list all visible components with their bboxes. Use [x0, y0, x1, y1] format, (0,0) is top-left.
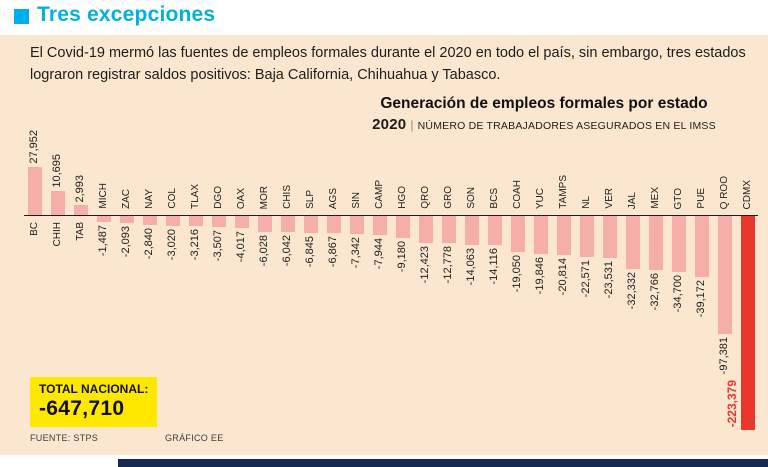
total-value: -647,710 [39, 397, 125, 420]
page-title: Tres excepciones [37, 3, 216, 26]
source-credit: FUENTE: STPS [30, 433, 99, 443]
chart-title: Generación de empleos formales por estad… [380, 95, 708, 112]
header: Tres excepciones [0, 0, 768, 35]
chart-subtitle-year: 2020 [372, 116, 407, 133]
chart-subtitle-separator: | [410, 118, 414, 132]
total-national-box: TOTAL NACIONAL: -647,710 [30, 377, 158, 427]
chart-title-block: Generación de empleos formales por estad… [340, 95, 748, 133]
total-label: TOTAL NACIONAL: [39, 382, 149, 396]
bottom-navy-bar [118, 459, 768, 467]
graphic-credit: GRÁFICO EE [165, 433, 224, 443]
chart-subtitle: 2020 | NÚMERO DE TRABAJADORES ASEGURADOS E… [340, 116, 748, 133]
title-bullet-square [14, 9, 29, 24]
chart-panel: El Covid-19 mermó las fuentes de empleos… [0, 35, 768, 455]
intro-text: El Covid-19 mermó las fuentes de empleos… [30, 45, 746, 83]
chart-subtitle-text: NÚMERO DE TRABAJADORES ASEGURADOS EN EL … [417, 120, 716, 132]
